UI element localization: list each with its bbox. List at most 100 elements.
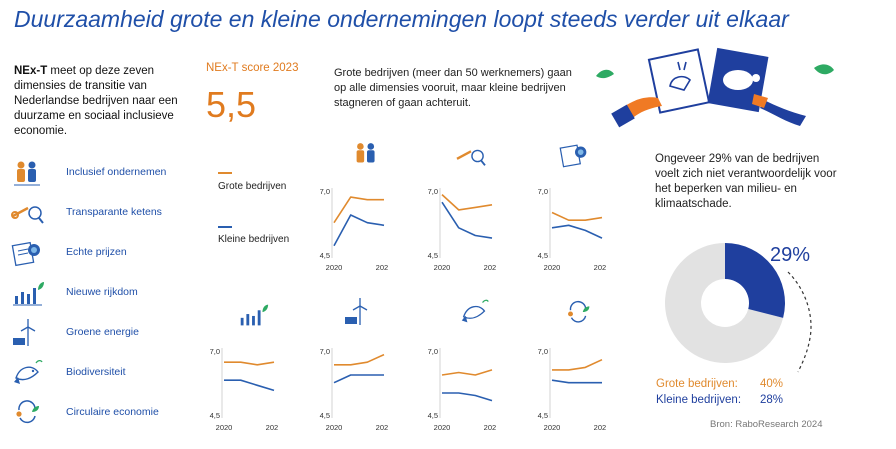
series-line-kleine-bedrijven (551, 224, 603, 239)
y-tick-label: 4,5 (428, 251, 438, 260)
dimension-ketens: Transparante ketens (10, 198, 200, 228)
x-tick-label: 2023 (266, 423, 278, 432)
hands-cards-illustration (596, 47, 834, 128)
series-line-kleine-bedrijven (224, 379, 275, 392)
stat-small-label: Kleine bedrijven: (656, 394, 742, 406)
y-tick-label: 4,5 (320, 251, 330, 260)
series-line-grote-bedrijven (441, 194, 493, 211)
donut-percent-label: 29% (770, 244, 811, 266)
legend-label-small: Kleine bedrijven (218, 234, 290, 245)
line-chart-ketens: 7,0 4,5 2020 2023 (428, 187, 496, 272)
intro-text: NEx-T meet op deze zeven dimensies de tr… (14, 64, 194, 139)
y-tick-label: 7,0 (428, 347, 438, 356)
bar-growth-icon (13, 282, 44, 306)
bar-growth-icon (240, 304, 269, 326)
y-tick-label: 7,0 (538, 187, 548, 196)
x-tick-label: 2023 (484, 263, 496, 272)
dimension-label: Inclusief ondernemen (66, 166, 167, 178)
intro-bold: NEx-T (14, 65, 48, 77)
y-tick-label: 7,0 (320, 347, 330, 356)
score-label: NEx-T score 2023 (206, 62, 299, 74)
series-line-kleine-bedrijven (441, 201, 493, 239)
wind-solar-icon (13, 319, 36, 346)
line-chart-rijkdom: 7,0 4,5 2020 2023 (210, 347, 278, 432)
dimension-energie: Groene energie (10, 318, 200, 348)
dimension-label: Nieuwe rijkdom (66, 286, 138, 298)
donut-segment-29pct (725, 243, 785, 318)
dimension-label: Transparante ketens (66, 206, 162, 218)
series-line-kleine-bedrijven (551, 379, 602, 384)
legend-label-big: Grote bedrijven (218, 181, 287, 192)
x-tick-label: 2020 (216, 423, 233, 432)
x-tick-label: 2020 (544, 263, 561, 272)
series-line-grote-bedrijven (334, 353, 385, 366)
x-tick-label: 2020 (544, 423, 561, 432)
x-tick-label: 2023 (484, 423, 496, 432)
x-tick-label: 2020 (434, 423, 451, 432)
series-line-grote-bedrijven (441, 369, 493, 376)
x-tick-label: 2020 (434, 263, 451, 272)
dashed-arc-decoration (787, 271, 812, 373)
score-value: 5,5 (206, 84, 257, 125)
series-line-grote-bedrijven (333, 196, 384, 224)
dimension-label: Echte prijzen (66, 246, 127, 258)
line-chart-circulair: 7,0 4,5 2020 2023 (538, 347, 606, 432)
donut-segment-rest (665, 243, 784, 363)
y-tick-label: 4,5 (538, 411, 548, 420)
recycle-icon (16, 400, 39, 424)
price-tag-icon (559, 144, 587, 168)
y-tick-label: 4,5 (320, 411, 330, 420)
y-tick-label: 4,5 (210, 411, 220, 420)
line-chart-energie: 7,0 4,5 2020 2023 (320, 347, 388, 432)
series-line-kleine-bedrijven (333, 214, 385, 247)
comparison-description: Grote bedrijven (meer dan 50 werknemers)… (334, 67, 572, 109)
people-icon (14, 161, 40, 186)
dimension-prijzen: Echte prijzen (10, 238, 200, 268)
series-line-grote-bedrijven (551, 211, 603, 222)
dimension-label: Biodiversiteit (66, 366, 126, 378)
stat-big-value: 40% (760, 378, 784, 390)
legend-swatch-small (218, 226, 232, 228)
fish-icon (14, 359, 43, 384)
dimension-label: Groene energie (66, 326, 139, 338)
line-chart-prijzen: 7,0 4,5 2020 2023 (538, 187, 606, 272)
recycle-icon (568, 300, 590, 323)
x-tick-label: 2023 (376, 263, 388, 272)
line-chart-inclusief: 7,0 4,5 2020 2023 (320, 187, 388, 272)
x-tick-label: 2020 (326, 263, 343, 272)
wind-solar-icon (345, 298, 368, 325)
responsibility-description: Ongeveer 29% van de bedrijven voelt zich… (655, 153, 837, 210)
y-tick-label: 4,5 (538, 251, 548, 260)
dimension-rijkdom: Nieuwe rijkdom (10, 278, 200, 308)
donut-chart (665, 243, 785, 363)
y-tick-label: 7,0 (320, 187, 330, 196)
x-tick-label: 2023 (594, 263, 606, 272)
series-line-kleine-bedrijven (442, 392, 493, 402)
y-tick-label: 7,0 (428, 187, 438, 196)
dimension-label: Circulaire economie (66, 406, 159, 418)
x-tick-label: 2023 (594, 423, 606, 432)
source-note: Bron: RaboResearch 2024 (710, 419, 823, 430)
chain-magnifier-icon (11, 206, 44, 224)
y-tick-label: 4,5 (428, 411, 438, 420)
dimension-inclusief: Inclusief ondernemen (10, 158, 200, 188)
x-tick-label: 2023 (376, 423, 388, 432)
page-title: Duurzaamheid grote en kleine onderneming… (14, 6, 789, 32)
intro-body: meet op deze zeven dimensies de transiti… (14, 65, 178, 137)
y-tick-label: 7,0 (538, 347, 548, 356)
line-chart-biodiversiteit: 7,0 4,5 2020 2023 (428, 347, 496, 432)
legend-swatch-big (218, 172, 232, 174)
people-icon (356, 143, 375, 163)
x-tick-label: 2020 (326, 423, 343, 432)
fish-icon (461, 299, 489, 323)
stat-small-value: 28% (760, 394, 784, 406)
series-line-kleine-bedrijven (333, 374, 384, 384)
price-tag-icon (11, 241, 40, 267)
dimension-circulair: Circulaire economie (10, 398, 200, 428)
series-line-grote-bedrijven (552, 358, 603, 371)
chain-magnifier-icon (456, 149, 486, 166)
stat-big-label: Grote bedrijven: (656, 378, 738, 390)
dimension-biodiversiteit: Biodiversiteit (10, 358, 200, 388)
series-line-grote-bedrijven (224, 361, 275, 366)
y-tick-label: 7,0 (210, 347, 220, 356)
